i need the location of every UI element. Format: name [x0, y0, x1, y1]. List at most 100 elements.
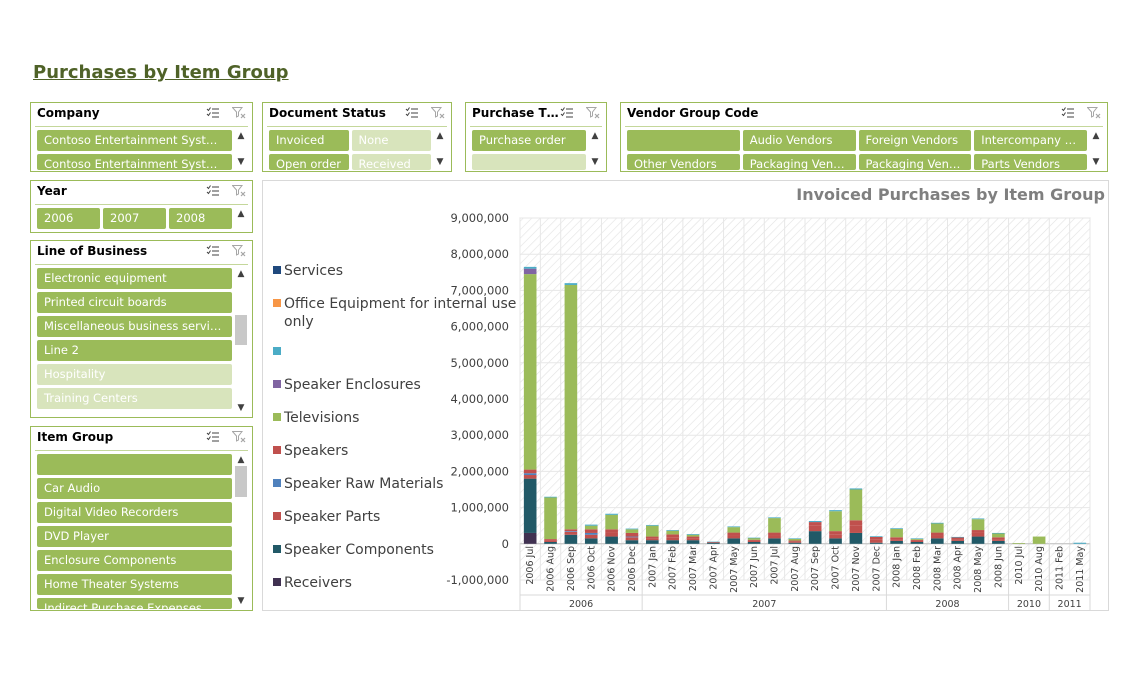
clear-filter-icon[interactable]	[232, 185, 246, 197]
bar-segment[interactable]	[584, 538, 598, 544]
bar-segment[interactable]	[523, 478, 537, 533]
bar-segment[interactable]	[788, 538, 802, 539]
bar-segment[interactable]	[951, 540, 964, 544]
slicer-item[interactable]: Contoso Entertainment Syst…	[37, 130, 232, 151]
slicer-item[interactable]: Foreign Vendors	[858, 130, 972, 151]
bar-segment[interactable]	[686, 534, 700, 535]
item-group-scrollbar[interactable]: ▲ ▼	[234, 454, 248, 607]
vendor-group-scrollbar[interactable]: ▲ ▼	[1089, 130, 1103, 168]
slicer-item[interactable]: Line 2	[37, 340, 232, 361]
bar-segment[interactable]	[869, 536, 883, 537]
bar-segment[interactable]	[849, 489, 863, 521]
multi-select-icon[interactable]	[560, 107, 574, 119]
bar-segment[interactable]	[727, 532, 741, 536]
slicer-item[interactable]: Hospitality	[37, 364, 232, 385]
bar-segment[interactable]	[931, 538, 944, 544]
clear-filter-icon[interactable]	[232, 107, 246, 119]
bar-segment[interactable]	[992, 533, 1005, 538]
bar-segment[interactable]	[768, 518, 781, 533]
bar-segment[interactable]	[564, 534, 578, 544]
bar-segment[interactable]	[727, 526, 741, 528]
bar-segment[interactable]	[605, 532, 618, 537]
slicer-item[interactable]: Contoso Entertainment Syst…	[37, 154, 232, 170]
bar-segment[interactable]	[666, 537, 679, 541]
slicer-item[interactable]: Received	[351, 154, 431, 170]
bar-segment[interactable]	[523, 473, 537, 476]
bar-segment[interactable]	[788, 542, 802, 544]
slicer-item[interactable]: Packaging Ven…	[858, 154, 972, 170]
slicer-item[interactable]: 2006	[37, 208, 100, 229]
bar-segment[interactable]	[727, 538, 741, 544]
bar-segment[interactable]	[768, 532, 781, 536]
bar-segment[interactable]	[931, 523, 944, 533]
bar-segment[interactable]	[625, 529, 639, 533]
bar-segment[interactable]	[625, 528, 639, 530]
bar-segment[interactable]	[768, 538, 781, 544]
scroll-thumb[interactable]	[235, 315, 247, 345]
bar-segment[interactable]	[890, 540, 903, 544]
bar-segment[interactable]	[646, 524, 659, 526]
bar-segment[interactable]	[564, 529, 578, 532]
slicer-item[interactable]: Parts Vendors	[974, 154, 1087, 170]
slicer-item[interactable]: Training Centers	[37, 388, 232, 409]
bar-segment[interactable]	[564, 283, 578, 285]
bar-segment[interactable]	[992, 537, 1005, 540]
bar-segment[interactable]	[808, 520, 822, 523]
bar-segment[interactable]	[625, 532, 639, 537]
slicer-item[interactable]: Miscellaneous business servi…	[37, 316, 232, 337]
bar-segment[interactable]	[564, 531, 578, 535]
bar-segment[interactable]	[931, 532, 944, 536]
company-scrollbar[interactable]: ▲ ▼	[234, 130, 248, 168]
bar-segment[interactable]	[747, 539, 761, 541]
bar-segment[interactable]	[971, 536, 985, 544]
bar-segment[interactable]	[727, 535, 741, 539]
line-of-business-scrollbar[interactable]: ▲ ▼	[234, 268, 248, 414]
bar-segment[interactable]	[869, 539, 883, 543]
scroll-up-icon[interactable]: ▲	[1092, 131, 1100, 141]
bar-segment[interactable]	[747, 541, 761, 544]
scroll-down-icon[interactable]: ▼	[237, 596, 245, 606]
bar-segment[interactable]	[829, 531, 842, 535]
scroll-down-icon[interactable]: ▼	[436, 157, 444, 167]
slicer-item[interactable]: Electronic equipment	[37, 268, 232, 289]
bar-segment[interactable]	[727, 527, 741, 533]
bar-segment[interactable]	[951, 536, 964, 538]
bar-segment[interactable]	[788, 538, 802, 541]
bar-segment[interactable]	[747, 537, 761, 539]
scroll-up-icon[interactable]: ▲	[436, 131, 444, 141]
scroll-down-icon[interactable]: ▼	[237, 403, 245, 413]
bar-segment[interactable]	[910, 540, 924, 542]
bar-segment[interactable]	[808, 525, 822, 532]
multi-select-icon[interactable]	[206, 107, 220, 119]
bar-segment[interactable]	[707, 541, 720, 543]
bar-segment[interactable]	[869, 536, 883, 540]
bar-segment[interactable]	[584, 525, 598, 530]
scroll-thumb[interactable]	[235, 466, 247, 497]
clear-filter-icon[interactable]	[431, 107, 445, 119]
scroll-up-icon[interactable]: ▲	[237, 455, 245, 465]
document-status-scrollbar[interactable]: ▲ ▼	[433, 130, 447, 168]
purchases-chart[interactable]: Invoiced Purchases by Item Group 9,000,0…	[262, 180, 1109, 611]
slicer-item[interactable]: Enclosure Components	[37, 550, 232, 571]
bar-segment[interactable]	[890, 528, 903, 538]
bar-segment[interactable]	[931, 535, 944, 539]
scroll-down-icon[interactable]: ▼	[1092, 157, 1100, 167]
bar-segment[interactable]	[544, 497, 557, 540]
bar-segment[interactable]	[544, 539, 557, 541]
slicer-item[interactable]: 2007	[103, 208, 166, 229]
bar-segment[interactable]	[808, 522, 822, 526]
scroll-up-icon[interactable]: ▲	[591, 131, 599, 141]
bar-segment[interactable]	[910, 538, 924, 539]
scroll-up-icon[interactable]: ▲	[237, 131, 245, 141]
bar-segment[interactable]	[890, 539, 903, 541]
clear-filter-icon[interactable]	[232, 245, 246, 257]
multi-select-icon[interactable]	[405, 107, 419, 119]
bar-segment[interactable]	[971, 530, 985, 533]
bar-segment[interactable]	[829, 511, 842, 532]
bar-segment[interactable]	[605, 514, 618, 530]
bar-segment[interactable]	[829, 538, 842, 544]
slicer-item[interactable]: Printed circuit boards	[37, 292, 232, 313]
slicer-item[interactable]: Other Vendors	[627, 154, 740, 170]
bar-segment[interactable]	[992, 540, 1005, 544]
bar-segment[interactable]	[666, 530, 679, 531]
